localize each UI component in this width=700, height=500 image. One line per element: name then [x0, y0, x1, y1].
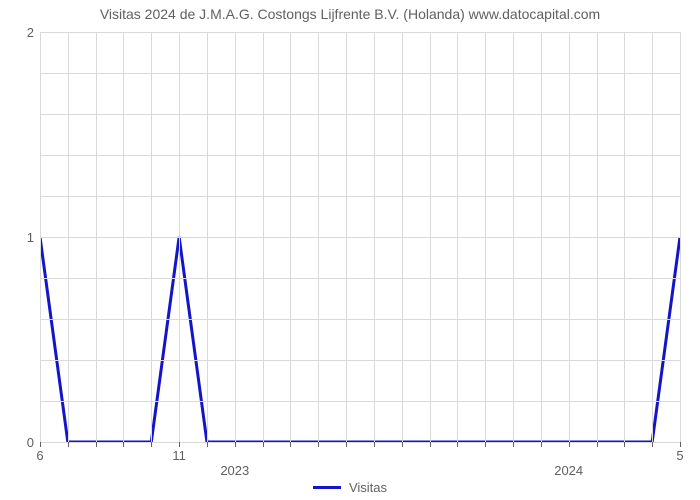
x-tick — [457, 442, 458, 447]
gridline-horizontal — [40, 442, 680, 443]
gridline-vertical — [402, 32, 403, 442]
gridline-vertical — [318, 32, 319, 442]
gridline-horizontal-minor — [40, 114, 680, 115]
x-tick — [151, 442, 152, 447]
gridline-horizontal — [40, 237, 680, 238]
legend-swatch — [313, 486, 341, 489]
x-tick — [513, 442, 514, 447]
x-tick — [541, 442, 542, 447]
x-tick — [374, 442, 375, 447]
gridline-vertical — [68, 32, 69, 442]
y-tick-label: 0 — [27, 435, 34, 450]
x-year-label: 2023 — [220, 463, 249, 478]
x-tick — [680, 442, 681, 447]
y-tick-label: 2 — [27, 25, 34, 40]
gridline-vertical — [96, 32, 97, 442]
x-year-label: 2024 — [554, 463, 583, 478]
gridline-vertical — [151, 32, 152, 442]
gridline-vertical — [179, 32, 180, 442]
x-tick — [430, 442, 431, 447]
gridline-horizontal-minor — [40, 401, 680, 402]
gridline-vertical — [569, 32, 570, 442]
gridline-horizontal-minor — [40, 319, 680, 320]
gridline-vertical — [457, 32, 458, 442]
gridline-horizontal-minor — [40, 360, 680, 361]
gridline-vertical — [235, 32, 236, 442]
x-tick — [68, 442, 69, 447]
gridline-vertical — [40, 32, 41, 442]
gridline-vertical — [430, 32, 431, 442]
gridline-horizontal-minor — [40, 278, 680, 279]
gridline-vertical — [207, 32, 208, 442]
x-tick — [235, 442, 236, 447]
x-tick-label: 6 — [36, 448, 43, 463]
x-tick — [597, 442, 598, 447]
x-tick — [318, 442, 319, 447]
gridline-vertical — [624, 32, 625, 442]
x-tick — [346, 442, 347, 447]
x-tick — [290, 442, 291, 447]
legend: Visitas — [0, 480, 700, 495]
x-tick — [652, 442, 653, 447]
gridline-horizontal-minor — [40, 73, 680, 74]
plot-area — [40, 32, 680, 442]
x-tick — [485, 442, 486, 447]
x-tick — [402, 442, 403, 447]
gridline-vertical — [513, 32, 514, 442]
gridline-vertical — [346, 32, 347, 442]
x-tick-label: 5 — [676, 448, 683, 463]
x-tick-label: 11 — [172, 448, 186, 463]
x-tick — [40, 442, 41, 447]
gridline-vertical — [263, 32, 264, 442]
gridline-vertical — [597, 32, 598, 442]
x-tick — [207, 442, 208, 447]
x-tick — [624, 442, 625, 447]
gridline-horizontal — [40, 32, 680, 33]
x-tick — [179, 442, 180, 447]
gridline-horizontal-minor — [40, 196, 680, 197]
gridline-vertical — [290, 32, 291, 442]
gridline-vertical — [652, 32, 653, 442]
x-tick — [263, 442, 264, 447]
gridline-vertical — [123, 32, 124, 442]
gridline-vertical — [541, 32, 542, 442]
gridline-vertical — [374, 32, 375, 442]
gridline-vertical — [680, 32, 681, 442]
x-tick — [96, 442, 97, 447]
series-polyline — [40, 237, 680, 442]
x-tick — [123, 442, 124, 447]
gridline-horizontal-minor — [40, 155, 680, 156]
visits-line-chart: Visitas 2024 de J.M.A.G. Costongs Lijfre… — [0, 0, 700, 500]
gridline-vertical — [485, 32, 486, 442]
x-tick — [569, 442, 570, 447]
chart-title: Visitas 2024 de J.M.A.G. Costongs Lijfre… — [0, 6, 700, 22]
legend-label: Visitas — [349, 480, 387, 495]
y-tick-label: 1 — [27, 230, 34, 245]
